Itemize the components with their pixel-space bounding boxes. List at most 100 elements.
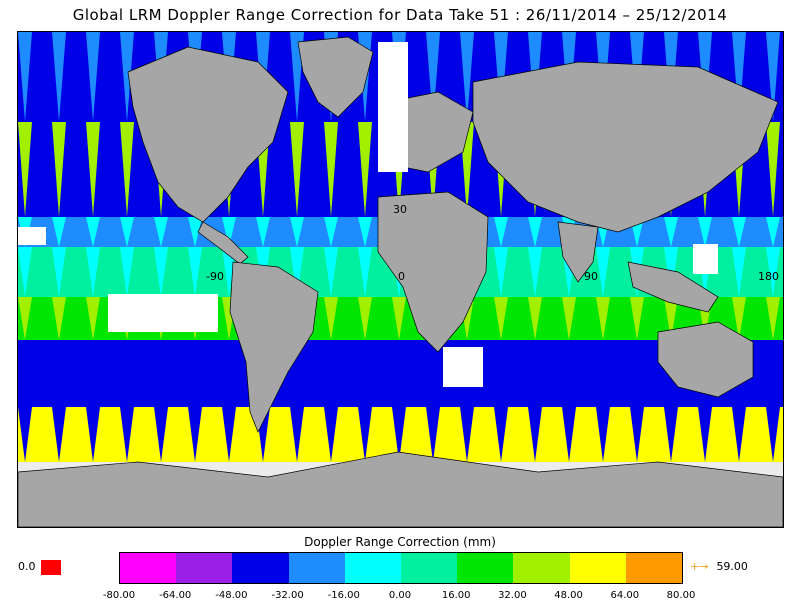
swath-stripe: [154, 407, 168, 462]
colorbar-swatch: [232, 553, 289, 583]
swath-stripe: [154, 247, 168, 297]
map-panel: 30 -90 0 90 180: [17, 31, 784, 528]
antarctica: [18, 451, 783, 527]
under-color-swatch: [41, 560, 61, 575]
no-data-box: [443, 347, 483, 387]
swath-stripe: [18, 247, 32, 297]
swath-stripe: [52, 217, 66, 247]
asia: [472, 61, 779, 233]
map-canvas: 30 -90 0 90 180: [18, 32, 783, 527]
swath-stripe: [426, 32, 440, 122]
colorbar-tick-label: -64.00: [159, 590, 192, 601]
swath-stripe: [290, 217, 304, 247]
colorbar-swatch: [457, 553, 514, 583]
lon-label: -90: [206, 270, 224, 283]
colorbar-tick-label: 0.00: [388, 590, 412, 601]
swath-stripe: [426, 407, 440, 462]
swath-stripe: [732, 247, 746, 297]
swath-stripe: [562, 297, 576, 340]
colorbar: [119, 552, 683, 584]
swath-stripe: [154, 217, 168, 247]
swath-stripe: [664, 217, 678, 247]
colorbar-swatch: [401, 553, 458, 583]
swath-stripe: [188, 340, 202, 407]
swath-stripe: [52, 407, 66, 462]
colorbar-swatch: [288, 553, 345, 583]
swath-stripe: [120, 32, 134, 122]
lon-label: 90: [584, 270, 598, 283]
swath-stripe: [562, 340, 576, 407]
swath-stripe: [86, 122, 100, 217]
swath-stripe: [154, 340, 168, 407]
swath-stripe: [596, 340, 610, 407]
swath-stripe: [358, 122, 372, 217]
swath-stripe: [392, 297, 406, 340]
swath-stripe: [86, 32, 100, 122]
swath-stripe: [392, 407, 406, 462]
swath-stripe: [18, 340, 32, 407]
africa: [377, 191, 489, 353]
north-america: [127, 46, 289, 223]
colorbar-swatch: [569, 553, 626, 583]
colorbar-tick-label: -16.00: [327, 590, 360, 601]
swath-stripe: [358, 247, 372, 297]
swath-stripe: [86, 217, 100, 247]
swath-stripe: [222, 340, 236, 407]
south-america: [229, 261, 319, 433]
lat-label: 30: [393, 203, 407, 216]
swath-stripe: [766, 340, 780, 407]
swath-stripe: [528, 407, 542, 462]
greenland: [297, 36, 374, 118]
swath-stripe: [120, 340, 134, 407]
no-data-box: [378, 42, 408, 172]
swath-stripe: [120, 122, 134, 217]
colorbar-tick-label: 16.00: [441, 590, 471, 601]
swath-stripe: [222, 247, 236, 297]
swath-stripe: [494, 297, 508, 340]
colorbar-tick-label: 32.00: [498, 590, 527, 601]
swath-stripe: [358, 217, 372, 247]
over-value: 59.00: [716, 560, 748, 573]
swath-stripe: [52, 247, 66, 297]
swath-stripe: [188, 247, 202, 297]
map-title: Global LRM Doppler Range Correction for …: [72, 6, 728, 24]
swath-stripe: [52, 122, 66, 217]
swath-stripe: [766, 297, 780, 340]
indonesia: [627, 261, 719, 313]
swath-stripe: [528, 297, 542, 340]
swath-stripe: [732, 297, 746, 340]
no-data-box: [108, 294, 218, 332]
over-indicator: +→ 59.00: [690, 560, 748, 573]
swath-stripe: [324, 217, 338, 247]
colorbar-title: Doppler Range Correction (mm): [304, 535, 496, 549]
swath-stripe: [222, 407, 236, 462]
swath-stripe: [528, 340, 542, 407]
under-value: 0.0: [18, 560, 36, 573]
swath-stripe: [18, 122, 32, 217]
swath-stripe: [732, 407, 746, 462]
swath-stripe: [562, 407, 576, 462]
swath-stripe: [528, 247, 542, 297]
no-data-box: [18, 227, 46, 245]
swath-stripe: [392, 340, 406, 407]
swath-stripe: [52, 297, 66, 340]
swath-stripe: [290, 407, 304, 462]
swath-stripe: [596, 297, 610, 340]
swath-stripe: [358, 407, 372, 462]
swath-stripe: [290, 247, 304, 297]
swath-stripe: [18, 407, 32, 462]
no-data-regions: [18, 42, 718, 387]
swath-stripe: [120, 217, 134, 247]
swath-stripe: [324, 122, 338, 217]
swath-stripe: [290, 122, 304, 217]
swath-stripe: [52, 340, 66, 407]
swath-stripe: [460, 407, 474, 462]
swath-stripe: [460, 32, 474, 122]
swath-stripe: [596, 247, 610, 297]
swath-stripe: [86, 407, 100, 462]
swath-stripe: [18, 32, 32, 122]
swath-stripe: [18, 297, 32, 340]
swath-stripe: [698, 407, 712, 462]
swath-stripe: [52, 32, 66, 122]
swath-stripe: [664, 407, 678, 462]
